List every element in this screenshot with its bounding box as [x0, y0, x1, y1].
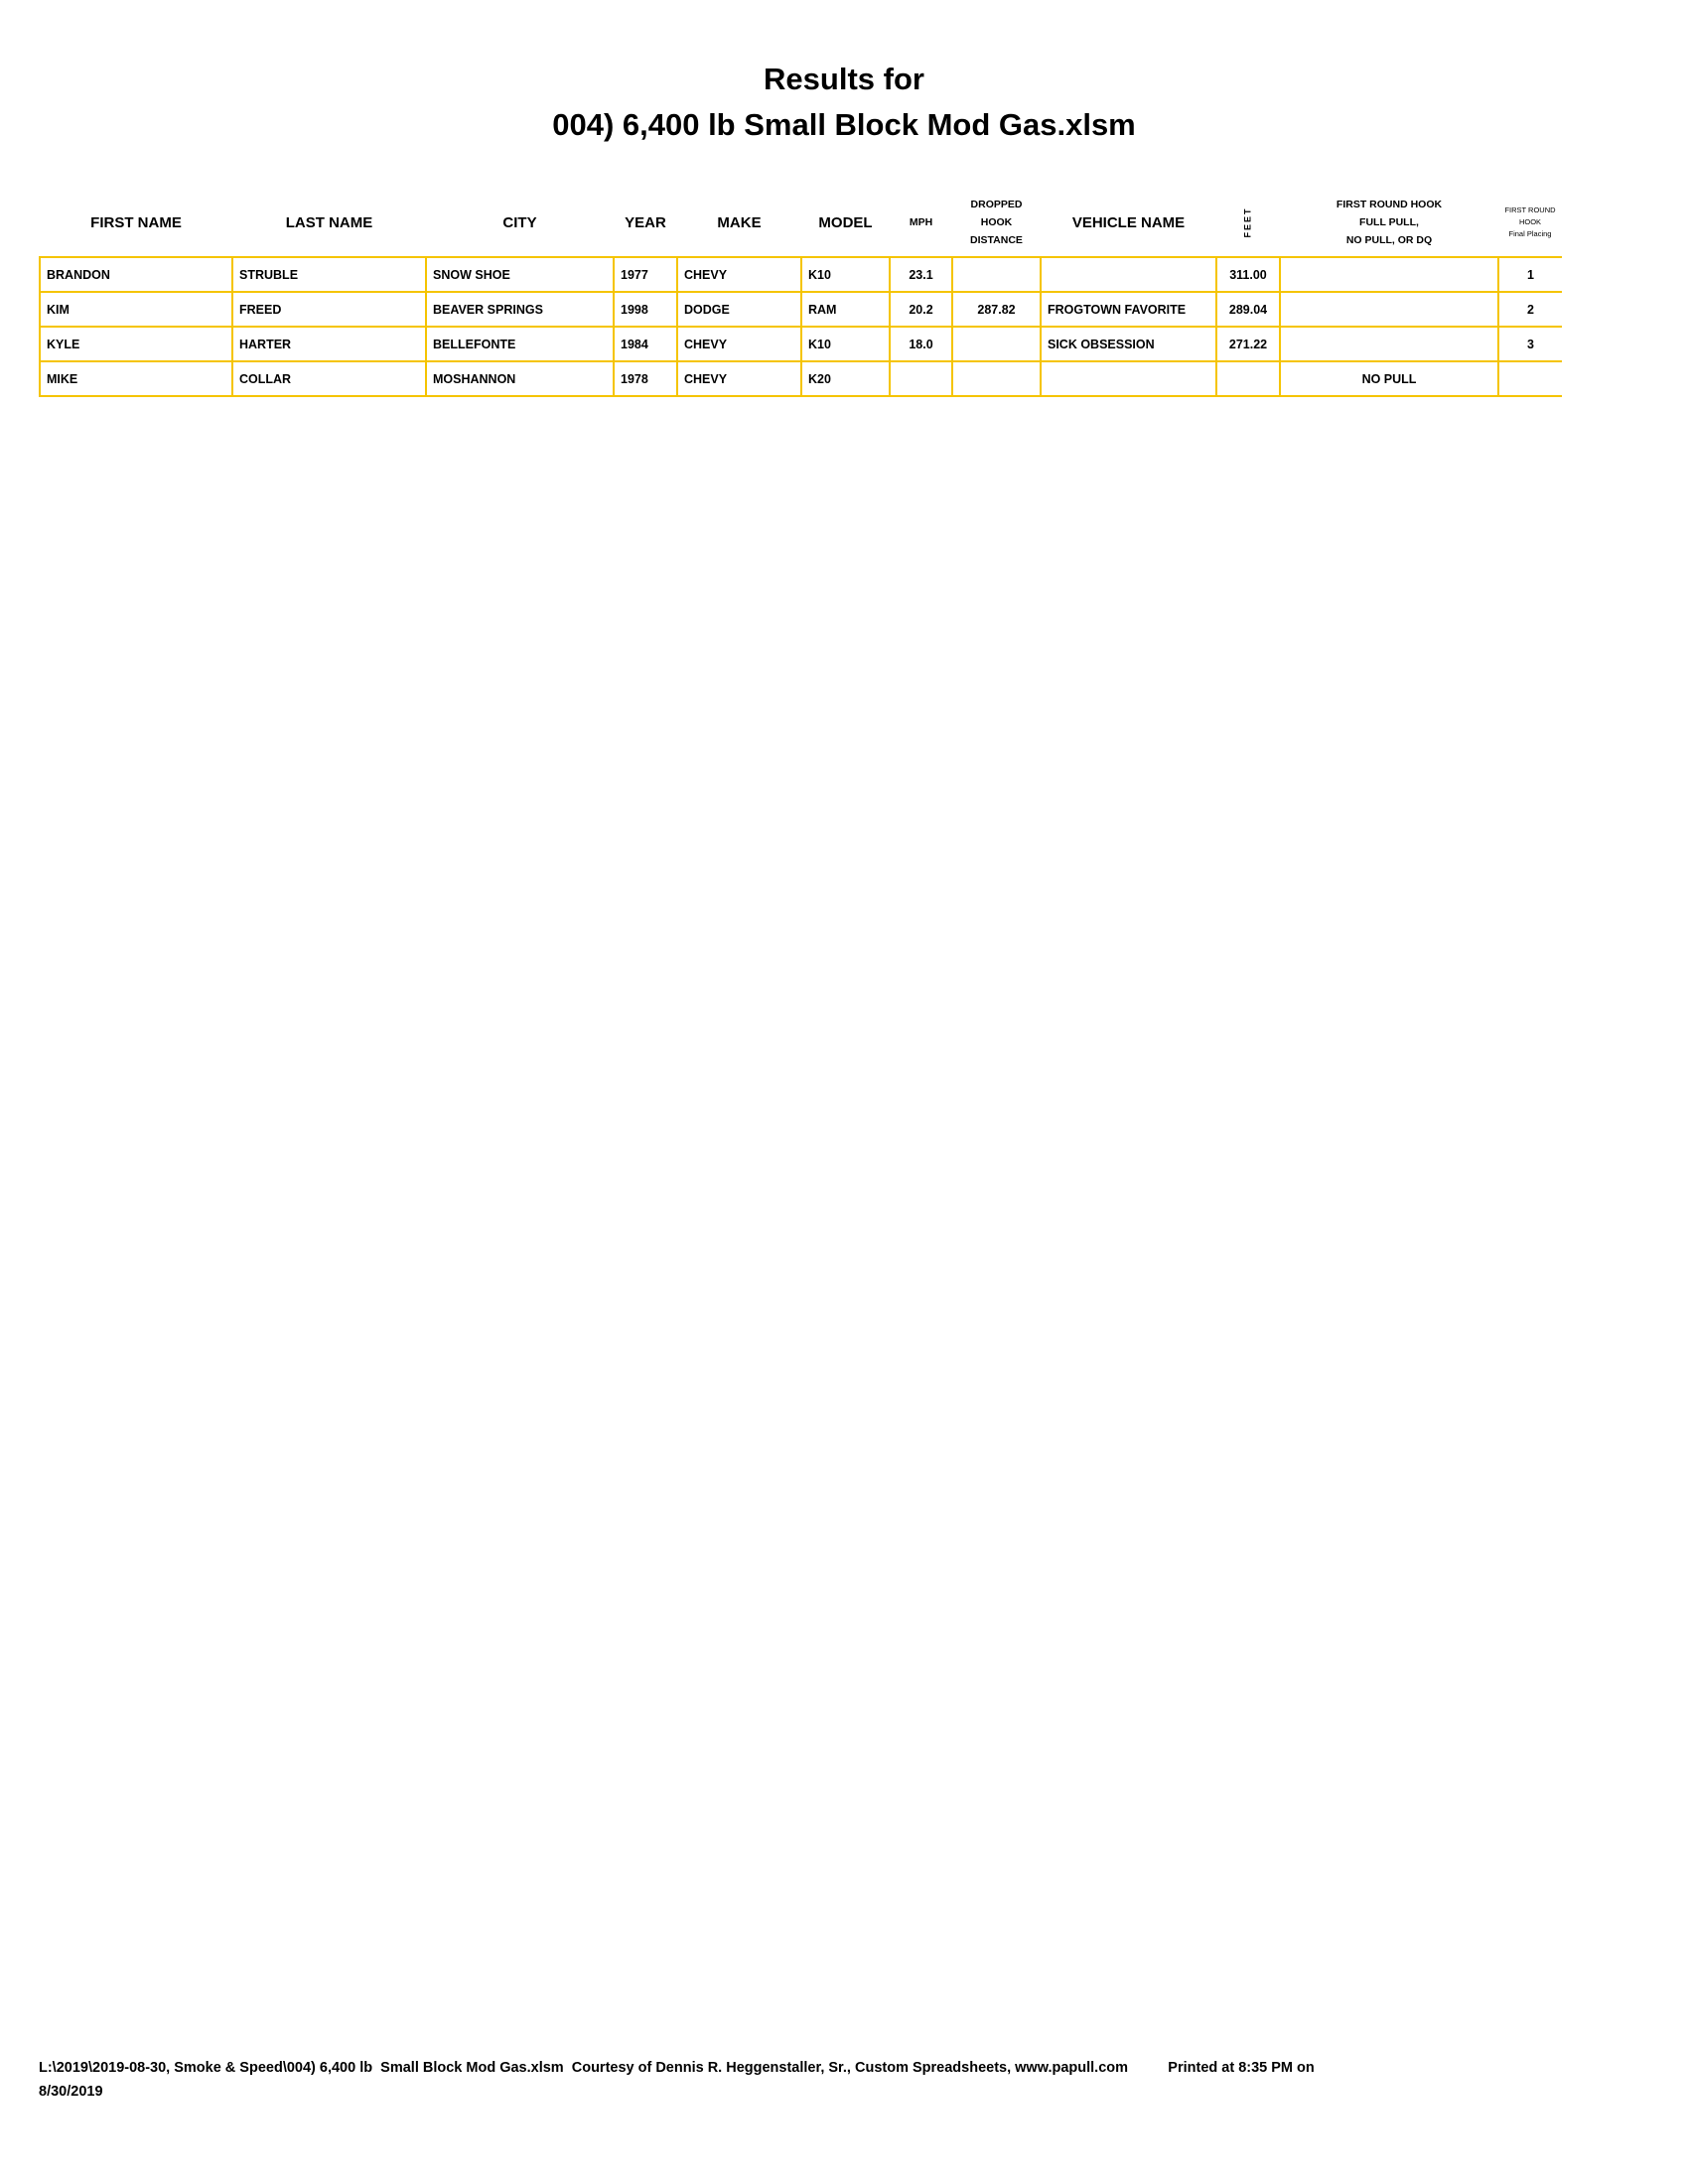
col-mph: MPH [909, 216, 933, 228]
cell-mph: 20.2 [889, 291, 953, 328]
cell-first-round-result [1279, 326, 1499, 362]
cell-first-round-result: NO PULL [1279, 360, 1499, 397]
cell-dropped-hook-distance [951, 326, 1042, 362]
cell-city: BELLEFONTE [425, 326, 615, 362]
col-vehicle-name: VEHICLE NAME [1071, 213, 1186, 231]
cell-final-placing: 2 [1497, 291, 1562, 328]
cell-model: K20 [800, 360, 891, 397]
cell-first-round-result [1279, 291, 1499, 328]
cell-dropped-hook-distance [951, 360, 1042, 397]
table-row: MIKE COLLAR MOSHANNON 1978 CHEVY K20 NO PULL [39, 360, 1562, 397]
cell-year: 1977 [613, 256, 678, 293]
table-row: BRANDON STRUBLE SNOW SHOE 1977 CHEVY K10 23.1 3… [39, 256, 1562, 293]
cell-mph: 18.0 [889, 326, 953, 362]
header-line: FULL PULL, [1359, 216, 1419, 228]
results-table: FIRST NAME LAST NAME CITY YEAR MAKE MODE… [39, 189, 1562, 397]
cell-make: CHEVY [676, 256, 802, 293]
header-row: FIRST NAME LAST NAME CITY YEAR MAKE MODE… [40, 189, 1562, 257]
cell-vehicle-name: SICK OBSESSION [1040, 326, 1217, 362]
cell-vehicle-name [1040, 256, 1217, 293]
cell-mph [889, 360, 953, 397]
header-line: FEET [1242, 206, 1253, 238]
cell-dropped-hook-distance: 287.82 [951, 291, 1042, 328]
cell-dropped-hook-distance [951, 256, 1042, 293]
cell-last-name: COLLAR [231, 360, 427, 397]
col-first-name: FIRST NAME [90, 213, 182, 231]
cell-year: 1984 [613, 326, 678, 362]
cell-year: 1998 [613, 291, 678, 328]
col-make: MAKE [717, 213, 762, 231]
cell-model: RAM [800, 291, 891, 328]
cell-final-placing: 3 [1497, 326, 1562, 362]
col-first-round: FIRST ROUND HOOK FULL PULL, NO PULL, OR … [1280, 189, 1498, 257]
cell-mph: 23.1 [889, 256, 953, 293]
col-last-name: LAST NAME [285, 213, 373, 231]
header-line: DISTANCE [970, 234, 1023, 246]
page-title: Results for [764, 62, 924, 96]
col-city: CITY [502, 213, 537, 231]
cell-feet [1215, 360, 1281, 397]
cell-last-name: HARTER [231, 326, 427, 362]
cell-first-round-result [1279, 256, 1499, 293]
col-final-placing: FIRST ROUND HOOK Final Placing [1498, 189, 1562, 257]
cell-feet: 289.04 [1215, 291, 1281, 328]
cell-city: SNOW SHOE [425, 256, 615, 293]
cell-city: BEAVER SPRINGS [425, 291, 615, 328]
header-line: HOOK [980, 216, 1013, 228]
footer-path: L:\2019\2019-08-30, Smoke & Speed\004) 6… [39, 2060, 1315, 2076]
cell-make: CHEVY [676, 360, 802, 397]
col-year: YEAR [625, 213, 666, 231]
page-subtitle: 004) 6,400 lb Small Block Mod Gas.xlsm [552, 107, 1136, 142]
cell-last-name: FREED [231, 291, 427, 328]
cell-final-placing: 1 [1497, 256, 1562, 293]
cell-feet: 271.22 [1215, 326, 1281, 362]
cell-make: DODGE [676, 291, 802, 328]
cell-final-placing [1497, 360, 1562, 397]
table-row: KYLE HARTER BELLEFONTE 1984 CHEVY K10 18.0 SICK… [39, 326, 1562, 362]
cell-first-name: BRANDON [39, 256, 233, 293]
cell-make: CHEVY [676, 326, 802, 362]
cell-city: MOSHANNON [425, 360, 615, 397]
table-row: KIM FREED BEAVER SPRINGS 1998 DODGE RAM 20.2 28… [39, 291, 1562, 328]
cell-first-name: KIM [39, 291, 233, 328]
footer-date: 8/30/2019 [39, 2084, 103, 2100]
header-line: FIRST ROUND [1504, 205, 1556, 214]
cell-first-name: KYLE [39, 326, 233, 362]
col-model: MODEL [818, 213, 873, 231]
cell-year: 1978 [613, 360, 678, 397]
cell-model: K10 [800, 326, 891, 362]
cell-first-name: MIKE [39, 360, 233, 397]
cell-vehicle-name: FROGTOWN FAVORITE [1040, 291, 1217, 328]
cell-last-name: STRUBLE [231, 256, 427, 293]
header-line: Final Placing [1508, 229, 1552, 238]
header-line: DROPPED [970, 199, 1023, 210]
cell-model: K10 [800, 256, 891, 293]
col-feet: FEET [1216, 189, 1280, 257]
header-line: FIRST ROUND HOOK [1336, 199, 1443, 210]
col-dropped-hook: DROPPED HOOK DISTANCE [952, 189, 1041, 257]
cell-vehicle-name [1040, 360, 1217, 397]
header-line: NO PULL, OR DQ [1345, 234, 1433, 246]
cell-feet: 311.00 [1215, 256, 1281, 293]
header-line: HOOK [1518, 217, 1542, 226]
